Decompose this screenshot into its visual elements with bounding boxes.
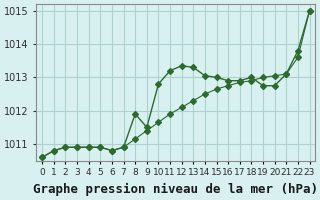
X-axis label: Graphe pression niveau de la mer (hPa): Graphe pression niveau de la mer (hPa)	[33, 183, 318, 196]
